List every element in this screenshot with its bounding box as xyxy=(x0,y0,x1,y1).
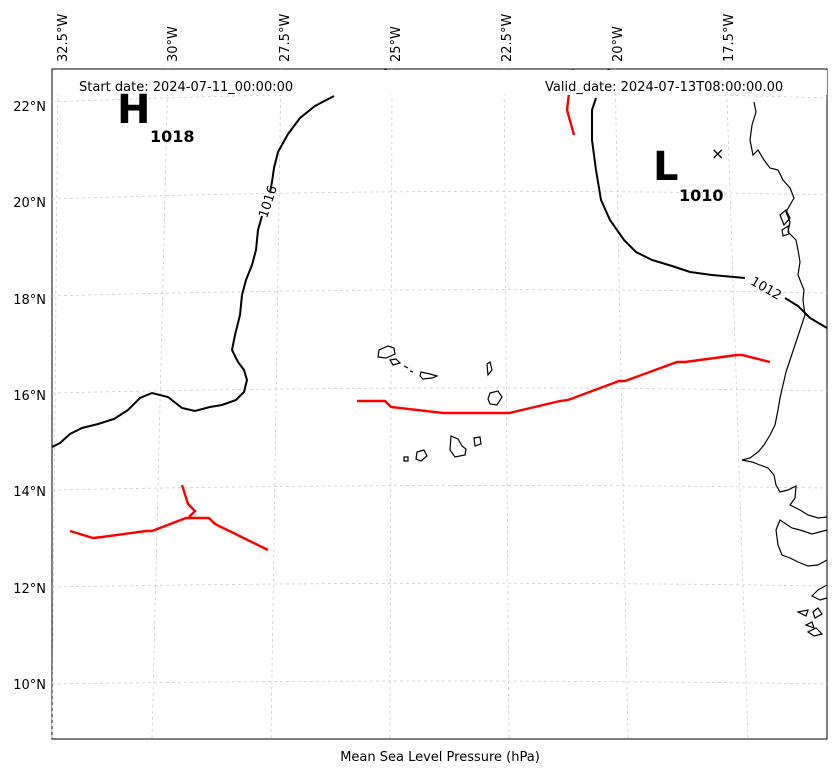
lon-label: 17.5°W xyxy=(722,14,737,62)
front-central xyxy=(357,353,771,415)
cape-verde-islands xyxy=(377,345,503,462)
latitude-labels: 22°N 20°N 18°N 16°N 14°N 12°N 10°N xyxy=(13,100,46,693)
lon-label: 25°W xyxy=(389,26,404,62)
lon-label: 27.5°W xyxy=(278,14,293,62)
coastline-africa xyxy=(741,101,828,519)
low-center-marker: × xyxy=(711,144,724,163)
lat-label: 10°N xyxy=(13,678,46,693)
graticule xyxy=(51,68,828,740)
lon-label: 22.5°W xyxy=(500,14,515,62)
lon-label: 32.5°W xyxy=(56,14,71,62)
start-date-label: Start date: 2024-07-11_00:00:00 xyxy=(79,80,293,95)
lat-label: 12°N xyxy=(13,582,46,597)
lat-label: 16°N xyxy=(13,389,46,404)
map-caption: Mean Sea Level Pressure (hPa) xyxy=(340,750,540,765)
lon-label: 30°W xyxy=(166,26,181,62)
valid-date-label: Valid_date: 2024-07-13T08:00:00.00 xyxy=(545,80,783,95)
map-frame xyxy=(51,68,828,740)
low-pressure-letter: L xyxy=(653,144,679,190)
longitude-labels: 32.5°W 30°W 27.5°W 25°W 22.5°W 20°W 17.5… xyxy=(56,14,737,62)
high-pressure-letter: H xyxy=(117,87,150,133)
header-band xyxy=(53,70,827,95)
coastline-africa-south xyxy=(775,519,828,567)
high-pressure-value: 1018 xyxy=(150,127,195,146)
low-pressure-value: 1010 xyxy=(679,186,724,205)
fronts xyxy=(69,68,771,552)
lat-label: 22°N xyxy=(13,100,46,115)
coastline xyxy=(377,101,828,637)
front-southwest xyxy=(69,516,269,552)
isobar-1016 xyxy=(51,95,335,448)
lat-label: 20°N xyxy=(13,196,46,211)
front-southwest-branch xyxy=(180,484,197,518)
lat-label: 18°N xyxy=(13,293,46,308)
lon-label: 20°W xyxy=(611,26,626,62)
lat-label: 14°N xyxy=(13,485,46,500)
